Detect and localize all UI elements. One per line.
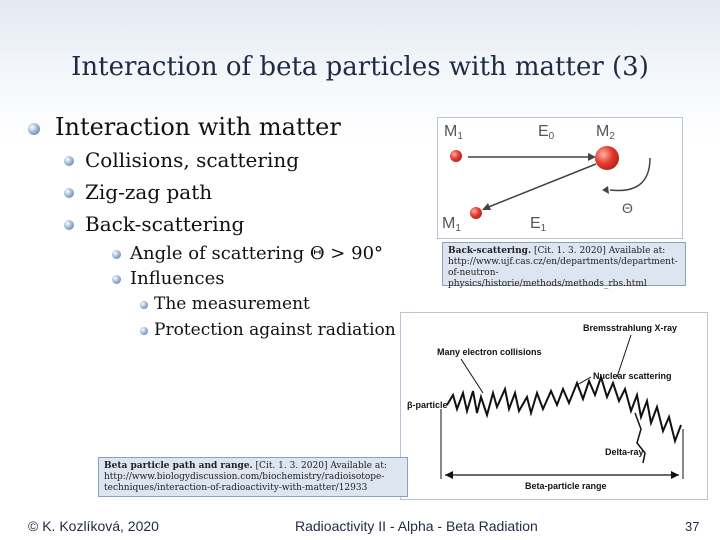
bullet-the-measurement: The measurement (154, 294, 310, 314)
range-arrowhead-left (445, 471, 453, 479)
bullet-protection: Protection against radiation (154, 320, 396, 340)
label-theta: Θ (622, 200, 633, 216)
leader-bremsstrahlung (616, 334, 632, 378)
beta-path-diagram: Bremsstrahlung X-ray Many electron colli… (407, 323, 684, 491)
leader-nuclear (576, 376, 592, 386)
footer-course: Radioactivity II - Alpha - Beta Radiatio… (295, 518, 538, 534)
delta-ray-track (634, 412, 646, 464)
backscatter-figure: M1 E0 M2 Θ M1 E1 (437, 117, 683, 239)
range-arrowhead-right (671, 471, 679, 479)
label-e0: E0 (538, 123, 555, 142)
sub-sub-bullet-influences: Influences (130, 268, 225, 289)
backscatter-diagram: M1 E0 M2 Θ M1 E1 (442, 123, 651, 234)
incident-arrowhead (588, 153, 596, 161)
bullet-dot (28, 123, 40, 135)
scattered-path (485, 163, 597, 209)
label-bremsstrahlung: Bremsstrahlung X-ray (583, 323, 677, 333)
label-beta-particle: β-particle (407, 400, 448, 410)
beta-path-figure: Bremsstrahlung X-ray Many electron colli… (400, 312, 708, 500)
label-delta-ray: Delta-ray (605, 447, 644, 457)
label-many-collisions: Many electron collisions (437, 347, 542, 357)
sub-bullet-backscattering: Back-scattering (85, 212, 245, 236)
backscatter-caption: Back-scattering. [Cit. 1. 3. 2020] Avail… (442, 242, 686, 289)
incident-particle (450, 150, 462, 162)
leader-collisions (460, 358, 484, 394)
slide-title: Interaction of beta particles with matte… (71, 52, 649, 82)
bullet-interaction-with-matter: Interaction with matter (55, 113, 341, 141)
angle-arc (609, 157, 651, 192)
bullet-dot (64, 156, 74, 166)
sub-sub-bullet-angle: Angle of scattering Θ > 90° (130, 243, 384, 264)
label-m1-bottom: M1 (442, 215, 461, 234)
label-m1-top: M1 (444, 123, 463, 142)
bullet-dot (140, 327, 148, 335)
scattered-arrowhead (482, 203, 491, 210)
scattered-particle (470, 207, 482, 219)
bullet-dot (140, 301, 148, 309)
bullet-dot (112, 250, 121, 259)
beta-path-caption: Beta particle path and range. [Cit. 1. 3… (98, 457, 408, 497)
label-e1: E1 (530, 215, 547, 234)
angle-arrowhead (602, 186, 609, 194)
target-nucleus (595, 146, 619, 170)
bullet-dot (64, 188, 74, 198)
label-m2: M2 (596, 123, 615, 142)
zigzag-track (446, 373, 682, 445)
page-number: 37 (685, 519, 700, 534)
bullet-dot (64, 220, 74, 230)
sub-bullet-zigzag: Zig-zag path (85, 180, 213, 204)
bullet-dot (112, 275, 121, 284)
label-range: Beta-particle range (525, 481, 607, 491)
sub-bullet-collisions: Collisions, scattering (85, 148, 300, 172)
label-nuclear-scattering: Nuclear scattering (593, 371, 672, 381)
footer-author: © K. Kozlíková, 2020 (28, 518, 159, 534)
